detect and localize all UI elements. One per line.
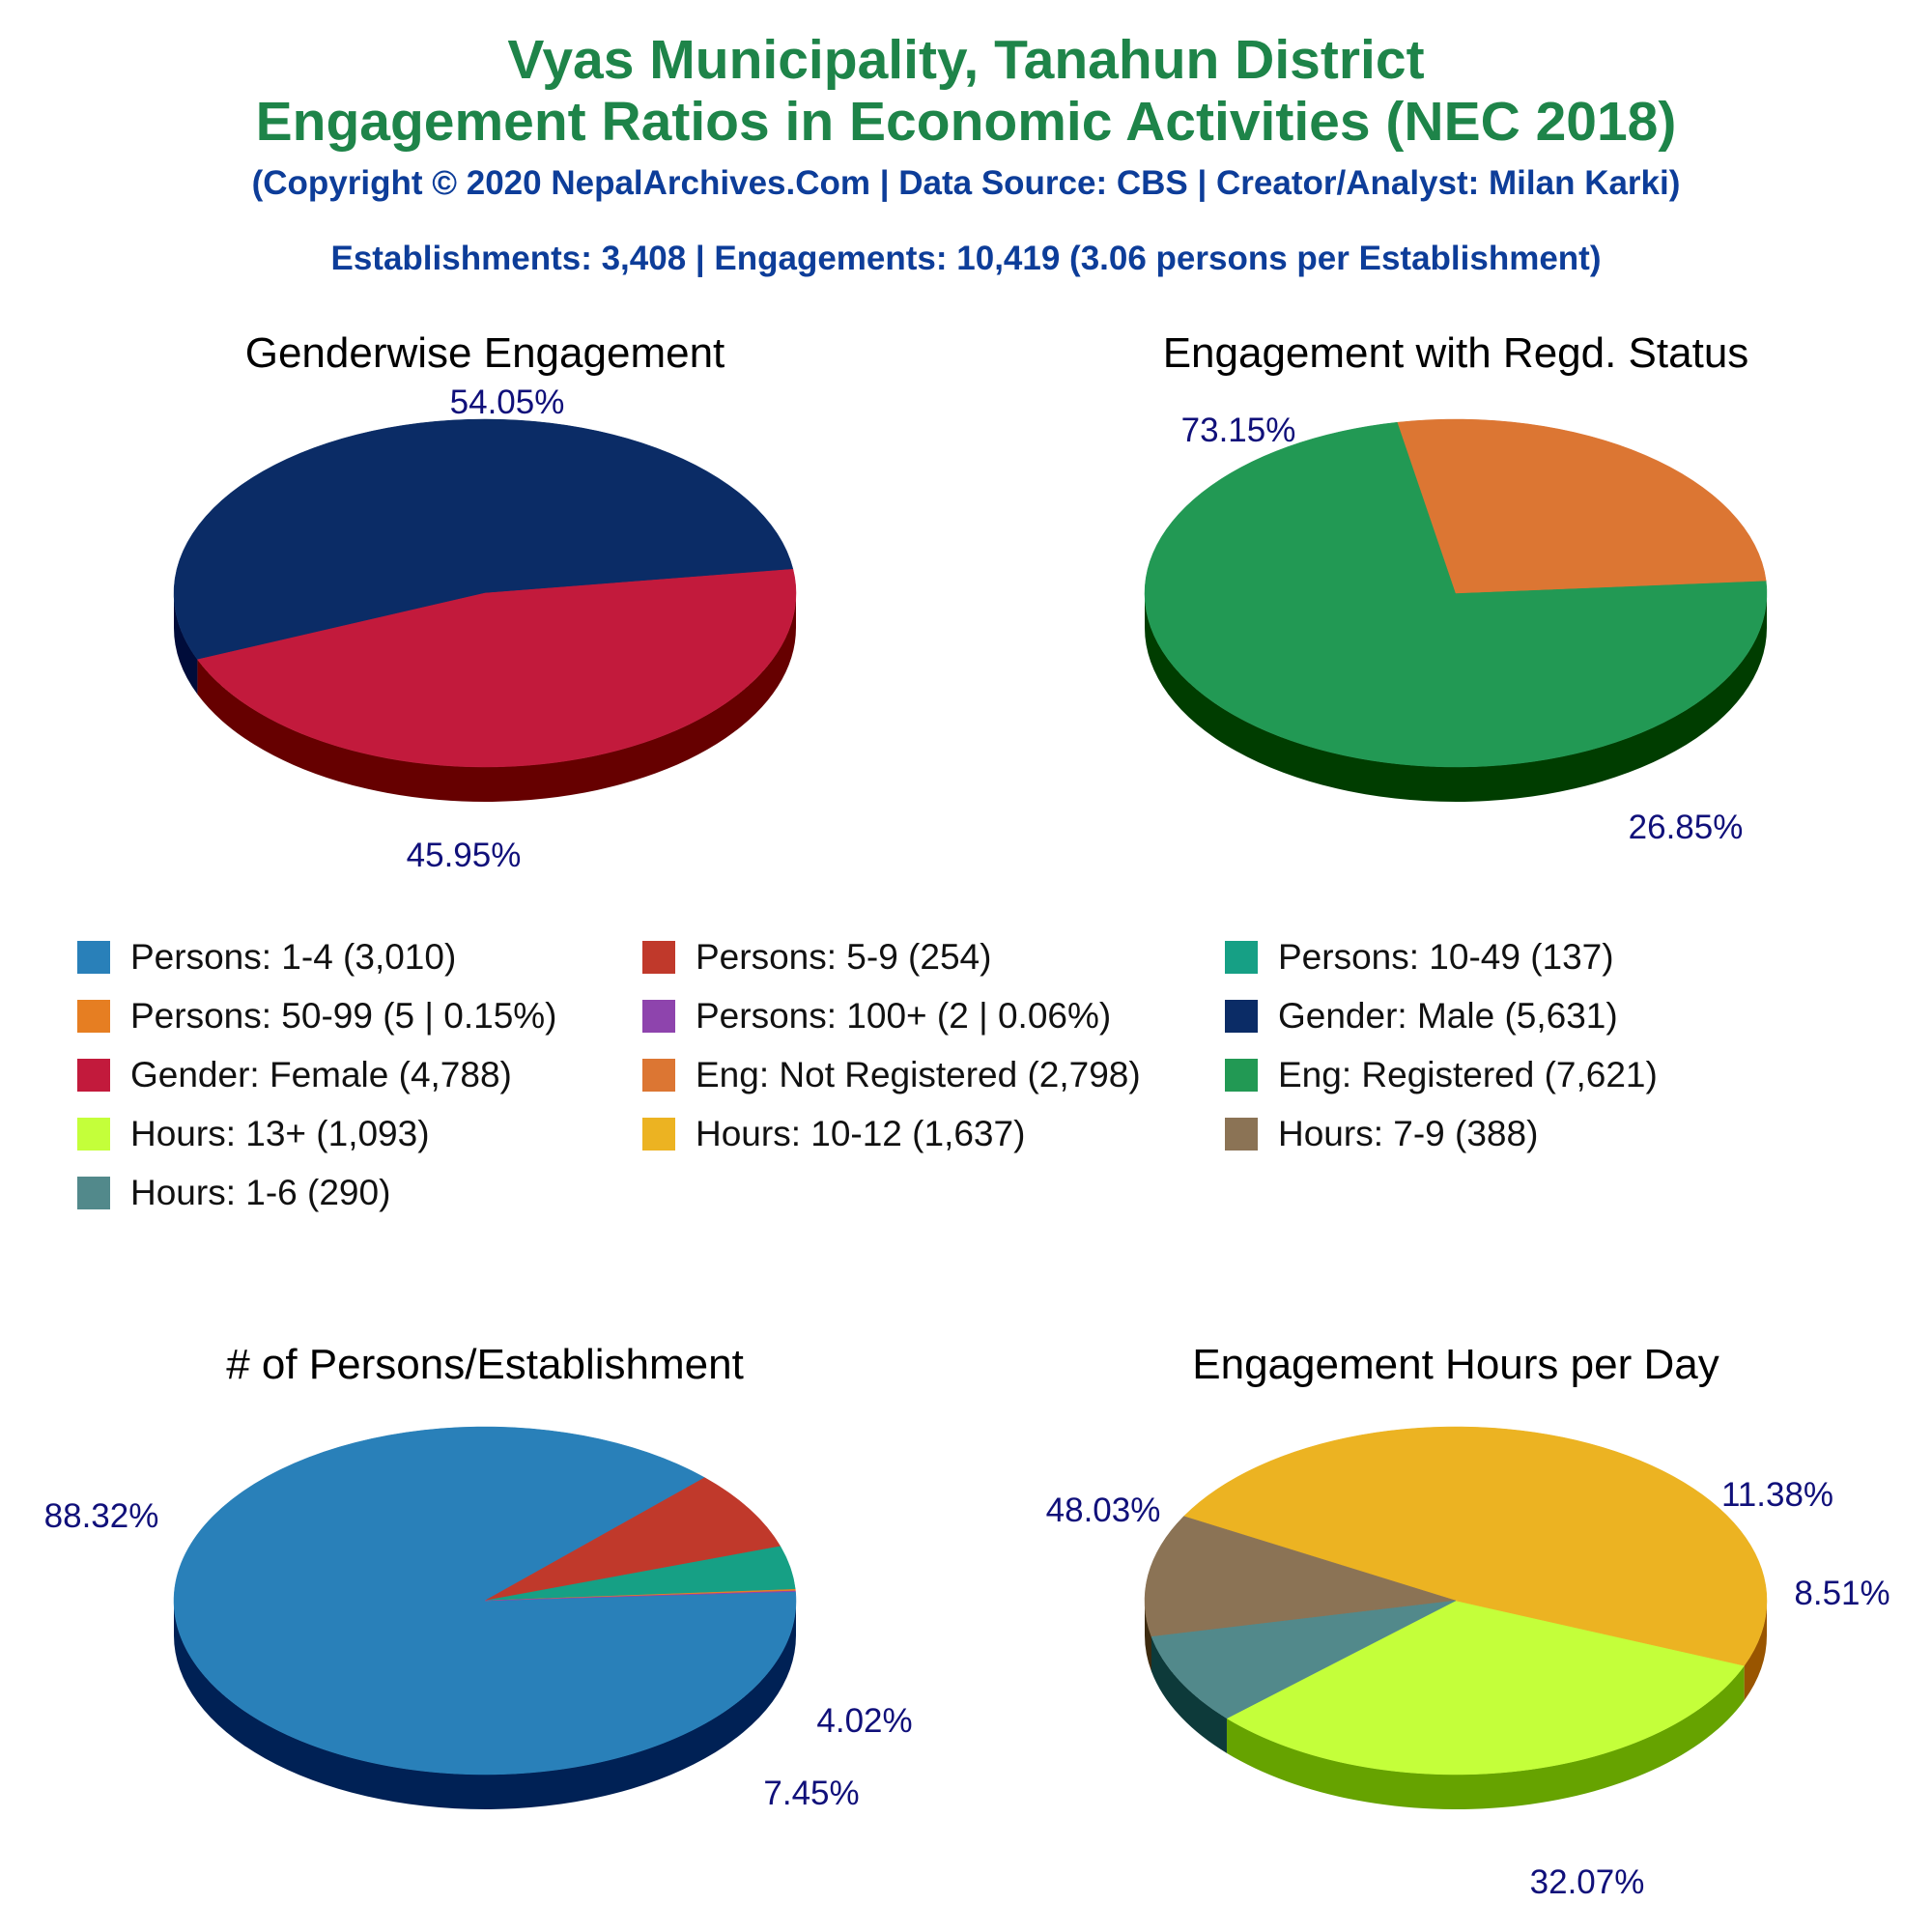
legend-swatch xyxy=(77,1118,110,1151)
pie-percent-label: 54.05% xyxy=(450,384,565,421)
legend-swatch xyxy=(642,1059,675,1092)
legend-item-persons-50-99: Persons: 50-99 (5 | 0.15%) xyxy=(77,993,557,1039)
legend-item-gender-male: Gender: Male (5,631) xyxy=(1225,993,1618,1039)
pie-title: # of Persons/Establishment xyxy=(226,1341,744,1388)
pie-slice-hours-13 xyxy=(1226,1600,1746,1776)
legend-swatch xyxy=(642,1000,675,1033)
legend-label: Hours: 10-12 (1,637) xyxy=(696,1114,1026,1153)
pie-percent-label: 11.38% xyxy=(1721,1476,1833,1514)
pie-chart-genderwise-engagement: Genderwise Engagement 54.05% 45.95% xyxy=(173,329,797,874)
pie-side-gender-female xyxy=(197,593,796,802)
legend-item-persons-1-4: Persons: 1-4 (3,010) xyxy=(77,934,456,980)
legend-label: Persons: 5-9 (254) xyxy=(696,937,992,977)
chart-title-line2: Engagement Ratios in Economic Activities… xyxy=(255,91,1677,153)
pie-percent-label: 4.02% xyxy=(816,1702,912,1740)
legend-label: Hours: 13+ (1,093) xyxy=(130,1114,430,1153)
summary-text: Establishments: 3,408 | Engagements: 10,… xyxy=(330,240,1602,277)
pie-chart-engagement-hours-per-day: Engagement Hours per Day 32.07% 48.03% 11.3… xyxy=(1046,1341,1890,1901)
copyright-text: (Copyright © 2020 NepalArchives.Com | Da… xyxy=(251,164,1681,202)
legend-swatch xyxy=(1225,1059,1258,1092)
legend-swatch xyxy=(77,1177,110,1209)
legend-swatch xyxy=(77,1000,110,1033)
legend-item-hours-13: Hours: 13+ (1,093) xyxy=(77,1111,430,1157)
legend-label: Persons: 50-99 (5 | 0.15%) xyxy=(130,996,557,1036)
legend-label: Eng: Not Registered (2,798) xyxy=(696,1055,1141,1094)
pie-slice-hours-7-9 xyxy=(1144,1516,1457,1637)
legend-item-gender-female: Gender: Female (4,788) xyxy=(77,1052,512,1098)
pie-title: Engagement Hours per Day xyxy=(1192,1341,1719,1388)
legend-label: Eng: Registered (7,621) xyxy=(1278,1055,1658,1094)
pie-percent-label: 7.45% xyxy=(763,1775,859,1812)
pie-percent-label: 73.15% xyxy=(1181,412,1296,449)
legend-label: Gender: Male (5,631) xyxy=(1278,996,1618,1036)
pie-side-hours-1-6 xyxy=(1151,1636,1227,1753)
pie-title: Engagement with Regd. Status xyxy=(1163,329,1749,377)
pie-chart-engagement-with-regd-status: Engagement with Regd. Status 73.15% 26.85% xyxy=(1144,329,1768,846)
pie-percent-label: 45.95% xyxy=(407,837,522,874)
pie-slice-eng-registered xyxy=(1144,421,1768,768)
pie-side-eng-registered xyxy=(1145,593,1767,802)
pie-slice-hours-10-12 xyxy=(1182,1426,1768,1666)
pie-side-hours-7-9 xyxy=(1145,1601,1151,1672)
pie-percent-label: 48.03% xyxy=(1046,1492,1161,1529)
pie-side-gender-male xyxy=(174,593,198,695)
legend-swatch xyxy=(642,1118,675,1151)
legend-label: Hours: 1-6 (290) xyxy=(130,1173,391,1212)
legend-swatch xyxy=(77,1059,110,1092)
legend-swatch xyxy=(1225,1118,1258,1151)
pie-percent-label: 32.07% xyxy=(1530,1863,1645,1901)
legend-item-hours-1-6: Hours: 1-6 (290) xyxy=(77,1170,390,1216)
legend-item-persons-5-9: Persons: 5-9 (254) xyxy=(642,934,991,980)
pie-slice-persons-100 xyxy=(484,1590,796,1602)
legend-label: Hours: 7-9 (388) xyxy=(1278,1114,1539,1153)
legend-swatch xyxy=(1225,941,1258,974)
pie-slice-persons-5-9 xyxy=(484,1477,781,1602)
legend-label: Persons: 100+ (2 | 0.06%) xyxy=(696,996,1112,1036)
pie-slice-eng-not-registered xyxy=(1397,418,1767,594)
legend-swatch xyxy=(1225,1000,1258,1033)
legend-item-persons-10-49: Persons: 10-49 (137) xyxy=(1225,934,1614,980)
chart-title-line1: Vyas Municipality, Tanahun District xyxy=(507,29,1425,91)
legend-item-persons-100: Persons: 100+ (2 | 0.06%) xyxy=(642,993,1111,1039)
pie-slice-gender-male xyxy=(173,418,794,661)
legend-swatch xyxy=(77,941,110,974)
legend-item-eng-registered: Eng: Registered (7,621) xyxy=(1225,1052,1658,1098)
pie-side-hours-10-12 xyxy=(1744,1601,1767,1701)
legend-label: Persons: 10-49 (137) xyxy=(1278,937,1614,977)
legend-item-hours-10-12: Hours: 10-12 (1,637) xyxy=(642,1111,1025,1157)
legend-item-eng-not-registered: Eng: Not Registered (2,798) xyxy=(642,1052,1141,1098)
legend-item-hours-7-9: Hours: 7-9 (388) xyxy=(1225,1111,1538,1157)
pie-percent-label: 26.85% xyxy=(1629,809,1744,846)
pie-side-persons-1-4 xyxy=(174,1601,796,1809)
pie-percent-label: 8.51% xyxy=(1794,1575,1889,1612)
legend-swatch xyxy=(642,941,675,974)
pie-slice-hours-1-6 xyxy=(1151,1600,1457,1719)
pie-percent-label: 88.32% xyxy=(44,1497,159,1535)
legend-label: Persons: 1-4 (3,010) xyxy=(130,937,457,977)
legend-label: Gender: Female (4,788) xyxy=(130,1055,512,1094)
pie-side-hours-13 xyxy=(1226,1665,1745,1810)
pie-chart-of-persons-establishment: # of Persons/Establishment 88.32% 7.45% 4.0… xyxy=(44,1341,913,1812)
pie-slice-gender-female xyxy=(197,568,797,768)
pie-title: Genderwise Engagement xyxy=(245,329,725,377)
